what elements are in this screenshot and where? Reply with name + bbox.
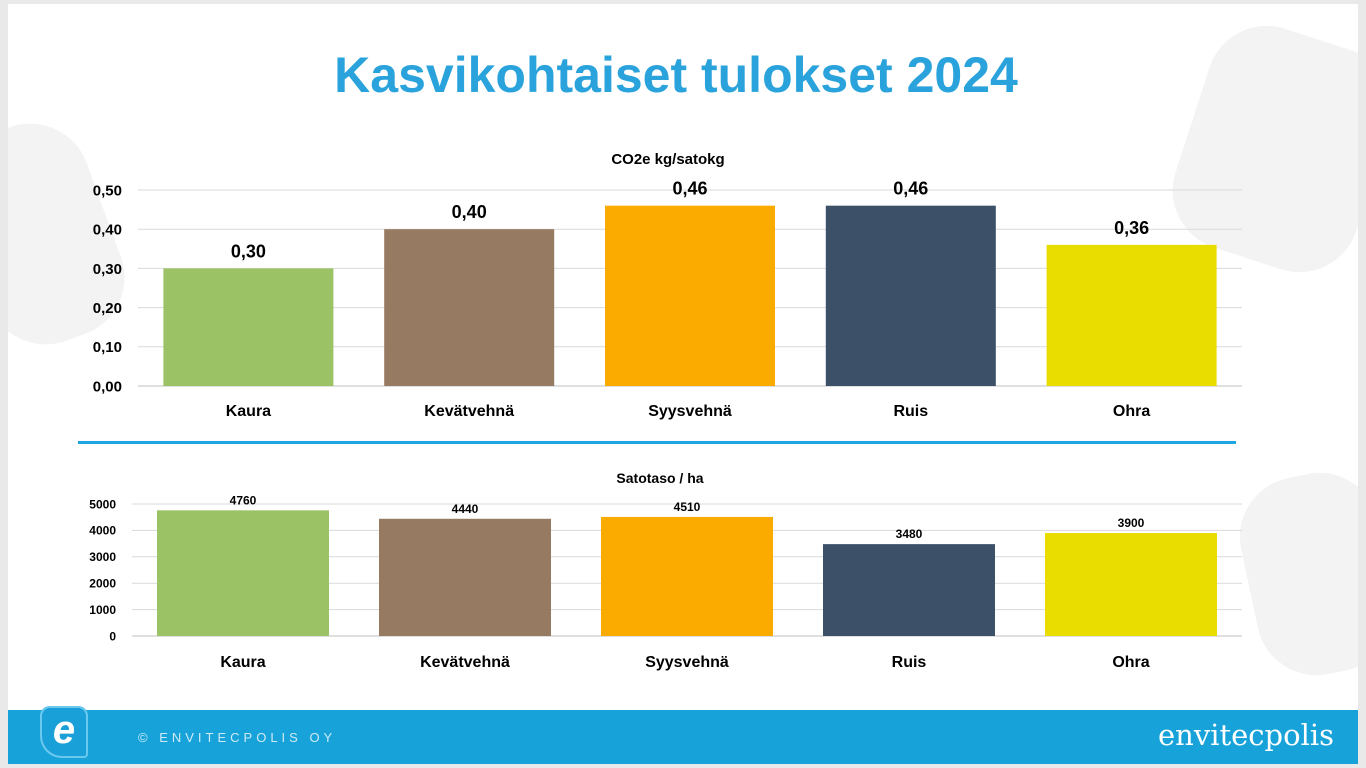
data-label: 0,40	[452, 202, 487, 222]
bar-kaura	[163, 268, 334, 386]
brand-wordmark: envitecpolis	[1157, 718, 1334, 752]
bar-kevätvehnä	[379, 518, 551, 636]
footer-bar: e © ENVITECPOLIS OY envitecpolis	[8, 706, 1358, 764]
section-divider	[78, 441, 1236, 444]
data-label: 4440	[452, 502, 479, 516]
data-label: 4760	[230, 493, 257, 507]
data-label: 3480	[896, 527, 923, 541]
page-title: Kasvikohtaiset tulokset 2024	[334, 47, 1018, 103]
y-tick-label: 5000	[89, 497, 116, 511]
slide: Kasvikohtaiset tulokset 2024 CO2e kg/sat…	[8, 4, 1358, 764]
bar-syysvehnä	[601, 516, 773, 636]
bar-kevätvehnä	[384, 229, 555, 386]
bar-ohra	[1046, 244, 1217, 386]
category-label: Kaura	[226, 403, 271, 420]
bar-kaura	[157, 510, 329, 636]
y-tick-label: 1000	[89, 603, 116, 617]
yield-bar-chart: Satotaso / ha 0 1000 2000 3000 4000 5000 4760 Ka…	[89, 470, 1242, 671]
co2e-bar-chart: CO2e kg/satokg 0,00 0,10 0,20 0,30 0,40 0,50 0,…	[93, 151, 1242, 420]
y-tick-label: 0,10	[93, 339, 122, 356]
category-label: Ruis	[893, 403, 928, 420]
chart-title: CO2e kg/satokg	[611, 151, 724, 168]
category-label: Ruis	[892, 654, 927, 671]
bar-syysvehnä	[605, 205, 775, 386]
y-tick-label: 0,30	[93, 261, 122, 278]
y-tick-label: 0,00	[93, 378, 122, 395]
copyright-text: © ENVITECPOLIS OY	[138, 730, 337, 745]
y-tick-label: 4000	[89, 524, 116, 538]
data-label: 0,36	[1114, 218, 1149, 238]
category-label: Kevätvehnä	[424, 403, 514, 420]
category-label: Ohra	[1113, 403, 1150, 420]
bar-ohra	[1045, 533, 1217, 636]
category-label: Kaura	[220, 654, 265, 671]
bar-ruis	[823, 544, 995, 636]
category-label: Kevätvehnä	[420, 654, 510, 671]
category-label: Ohra	[1112, 654, 1149, 671]
y-tick-label: 0	[109, 629, 116, 643]
y-tick-label: 2000	[89, 577, 116, 591]
data-label: 0,46	[893, 179, 928, 199]
data-label: 0,30	[231, 241, 266, 261]
data-label: 4510	[674, 500, 701, 514]
logo-letter: e	[52, 708, 76, 752]
y-tick-label: 0,40	[93, 222, 122, 239]
category-label: Syysvehnä	[645, 654, 729, 671]
envitecpolis-logo-icon: e	[40, 706, 88, 758]
data-label: 0,46	[672, 179, 707, 199]
y-tick-label: 0,20	[93, 300, 122, 317]
data-label: 3900	[1118, 516, 1145, 530]
y-tick-label: 3000	[89, 550, 116, 564]
category-label: Syysvehnä	[648, 403, 732, 420]
y-tick-label: 0,50	[93, 182, 122, 199]
bar-ruis	[825, 205, 996, 386]
chart-title: Satotaso / ha	[616, 470, 703, 486]
